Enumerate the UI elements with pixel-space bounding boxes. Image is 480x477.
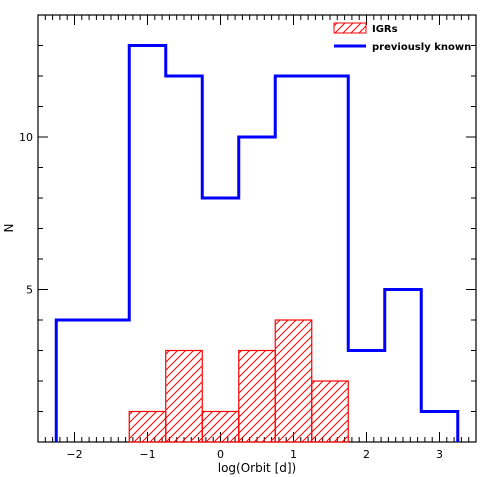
histogram-bars [54, 44, 460, 443]
x-tick-label: −1 [139, 448, 155, 461]
x-tick-label: 3 [436, 448, 443, 461]
legend: IGRs previously known [333, 22, 471, 53]
x-tick-label: −2 [66, 448, 82, 461]
previously-known-line [54, 44, 460, 442]
legend-entry-previously-known: previously known [334, 42, 471, 53]
igr-bar [238, 349, 276, 443]
y-tick-label: 10 [19, 131, 33, 144]
legend-entry-igrs: IGRs [333, 22, 398, 35]
igr-bar [201, 410, 240, 443]
legend-label-previously-known: previously known [372, 42, 471, 53]
y-tick-label: 5 [26, 284, 33, 297]
x-tick-labels: −2 −1 0 1 2 3 [66, 448, 443, 461]
igr-bar [274, 319, 313, 443]
axis-ticks [37, 15, 477, 442]
y-tick-labels: 5 10 [19, 131, 33, 297]
x-tick-label: 2 [363, 448, 370, 461]
x-axis-label: log(Orbit [d]) [218, 461, 297, 475]
x-tick-label: 0 [217, 448, 224, 461]
x-tick-label: 1 [290, 448, 297, 461]
igr-bar [128, 410, 167, 443]
igr-bar [311, 380, 349, 443]
legend-swatch-igrs [333, 22, 367, 34]
igr-bar [165, 349, 203, 443]
y-axis-label: N [2, 224, 16, 233]
legend-label-igrs: IGRs [372, 24, 398, 35]
